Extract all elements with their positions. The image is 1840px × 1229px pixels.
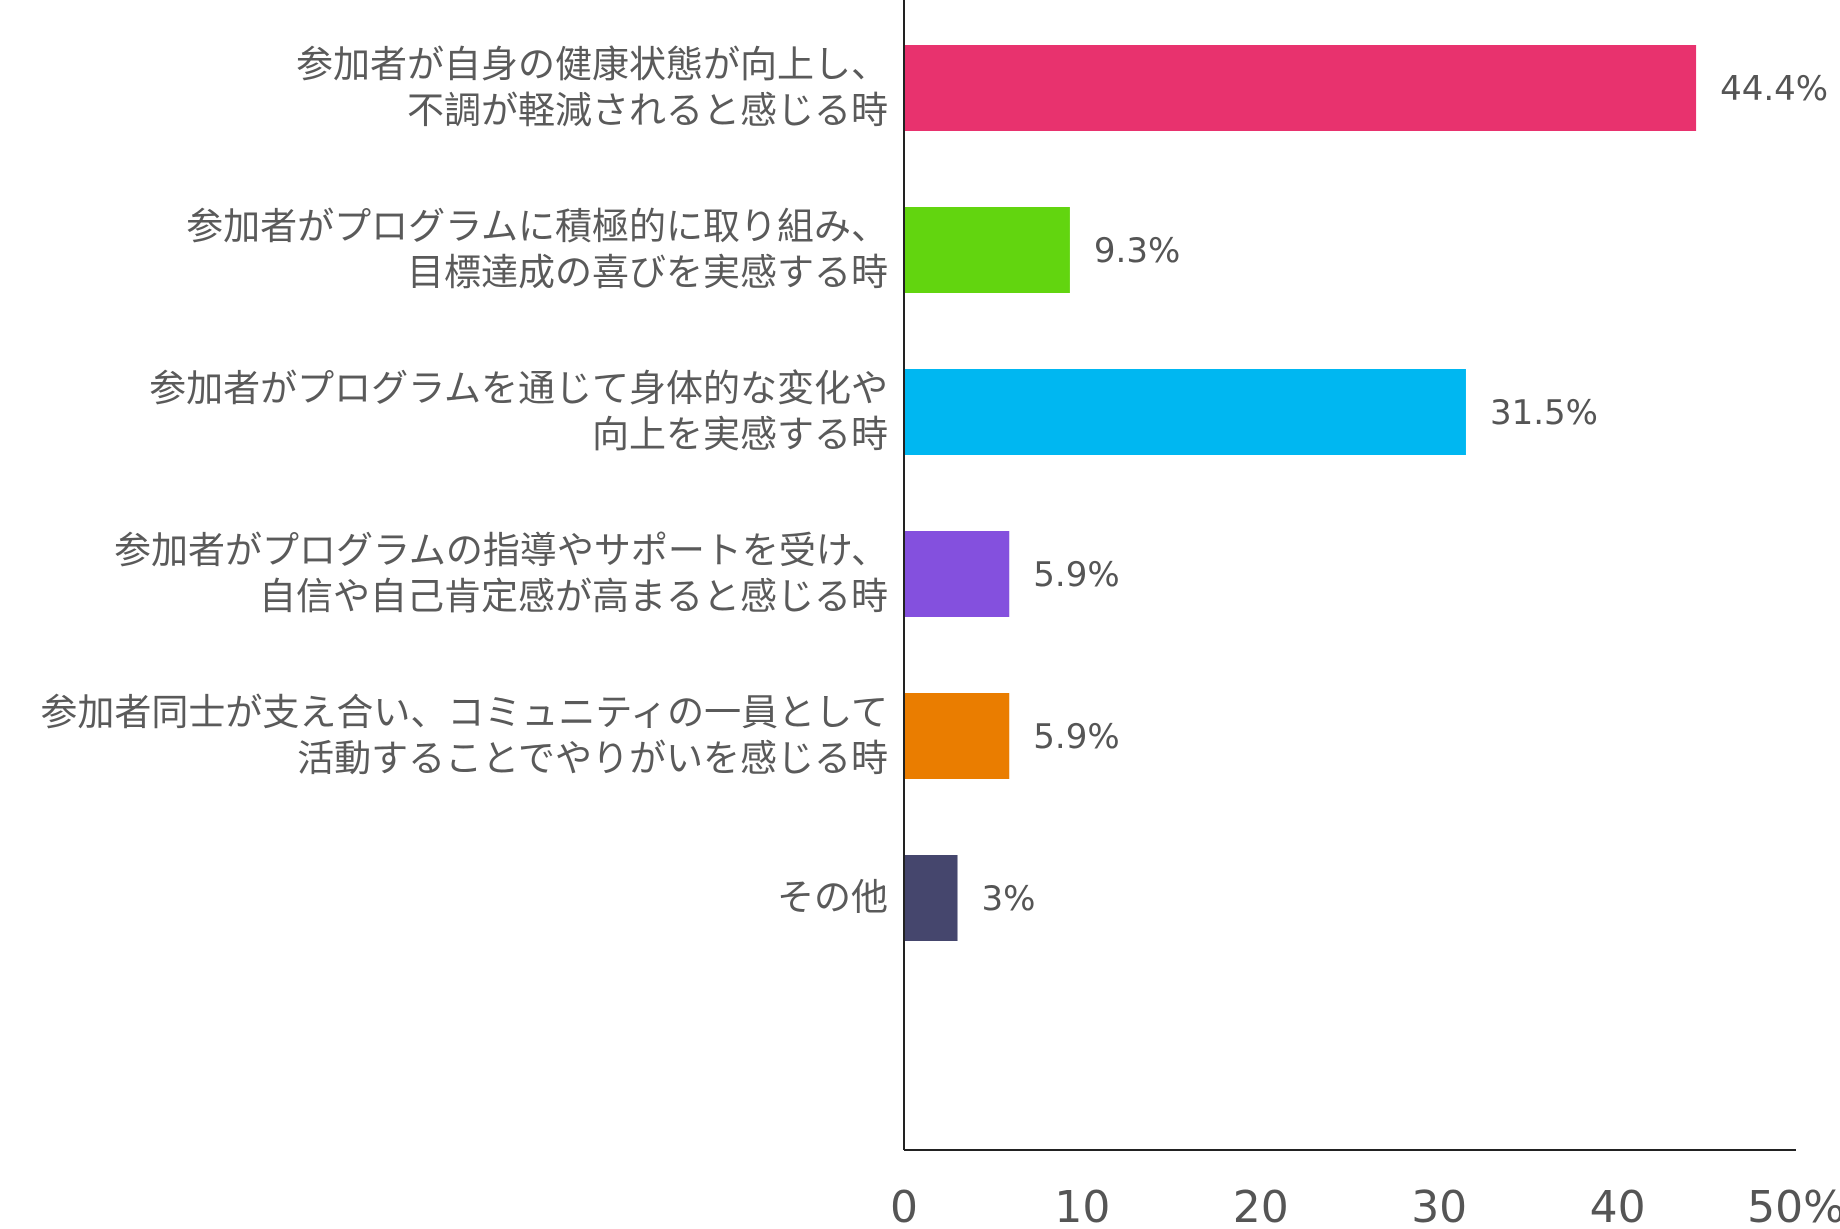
category-label-2-line-2: 目標達成の喜びを実感する時	[407, 251, 888, 294]
x-tick-label-40: 40	[1590, 1182, 1646, 1229]
x-tick-label-50: 50%	[1747, 1182, 1840, 1229]
value-label-5: 5.9%	[1033, 717, 1119, 757]
bar-6	[904, 855, 958, 941]
category-label-1-line-2: 不調が軽減されると感じる時	[407, 89, 888, 132]
value-label-6: 3%	[982, 879, 1036, 919]
bar-2	[904, 207, 1070, 293]
category-label-5-line-2: 活動することでやりがいを感じる時	[297, 737, 888, 780]
x-tick-label-20: 20	[1233, 1182, 1289, 1229]
x-tick-label-30: 30	[1411, 1182, 1467, 1229]
value-label-1: 44.4%	[1720, 69, 1828, 109]
bar-3	[904, 369, 1466, 455]
value-label-2: 9.3%	[1094, 231, 1180, 271]
value-label-3: 31.5%	[1490, 393, 1598, 433]
category-label-3-line-1: 参加者がプログラムを通じて身体的な変化や	[149, 367, 888, 410]
category-label-5-line-1: 参加者同士が支え合い、コミュニティの一員として	[40, 691, 888, 734]
category-label-3-line-2: 向上を実感する時	[592, 413, 888, 456]
x-tick-label-0: 0	[890, 1182, 918, 1229]
bar-1	[904, 45, 1697, 131]
labels-layer: 44.4% 参加者が自身の健康状態が向上し、不調が軽減されると感じる時 9.3% 参加…	[40, 43, 1840, 1229]
category-label-2-line-1: 参加者がプログラムに積極的に取り組み、	[186, 205, 888, 248]
axes-layer	[903, 0, 1796, 1151]
bar-4	[904, 531, 1010, 617]
bars-layer	[904, 45, 1697, 941]
bar-5	[904, 693, 1010, 779]
x-tick-label-10: 10	[1054, 1182, 1110, 1229]
category-label-6-line-1: その他	[777, 876, 888, 919]
category-label-1-line-1: 参加者が自身の健康状態が向上し、	[296, 43, 888, 86]
category-label-4-line-1: 参加者がプログラムの指導やサポートを受け、	[114, 529, 888, 572]
category-label-4-line-2: 自信や自己肯定感が高まると感じる時	[259, 575, 888, 618]
value-label-4: 5.9%	[1033, 555, 1119, 595]
